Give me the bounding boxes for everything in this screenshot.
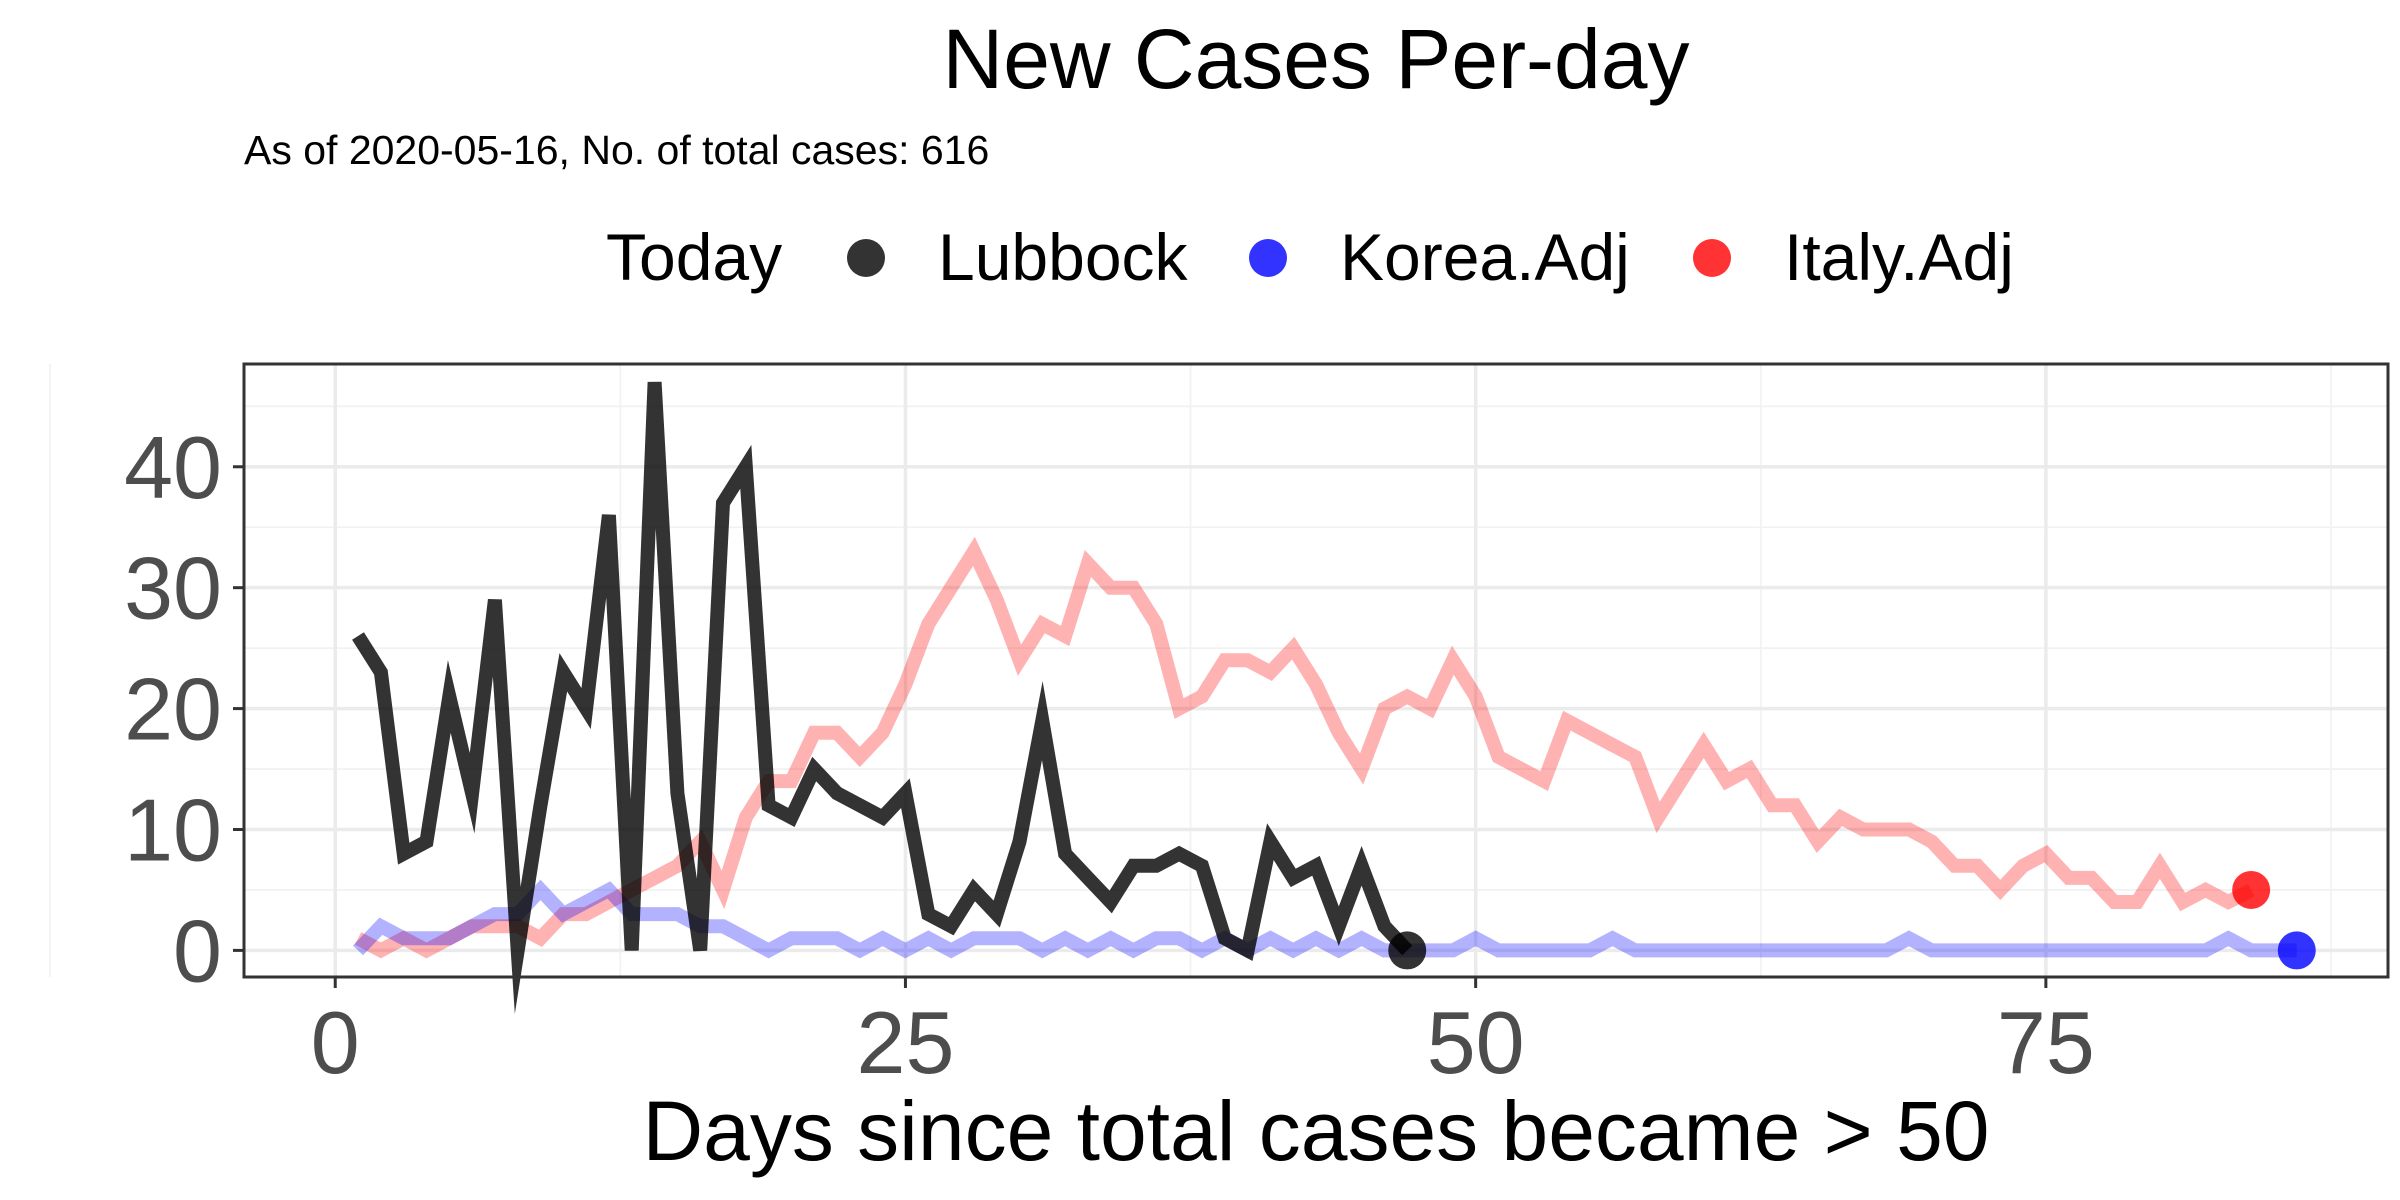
today-points [1388,870,2316,970]
y-tick-label: 0 [173,901,222,1000]
legend-title: Today [606,220,782,294]
y-tick-label: 30 [124,539,222,638]
x-tick-label: 0 [311,993,360,1092]
today-point-italy-adj [2232,870,2271,909]
series-layer [352,381,2297,1014]
x-tick-label: 25 [857,993,955,1092]
panel-border [242,362,2390,979]
legend-label-italy: Italy.Adj [1784,220,2014,294]
series-line-lubbock [352,381,1413,1014]
legend-key-korea [1249,239,1287,277]
y-tick-label: 20 [124,660,222,759]
axes: 0 10 20 30 40 0 25 50 75 [124,418,2095,1092]
series-line-korea-adj [352,879,2297,959]
chart-subtitle: As of 2020-05-16, No. of total cases: 61… [244,127,989,173]
legend-key-lubbock [847,239,885,277]
legend-key-italy [1693,239,1731,277]
grid [49,364,2388,977]
today-point-lubbock [1388,931,1427,970]
x-tick-label: 50 [1427,993,1525,1092]
legend-label-lubbock: Lubbock [938,220,1189,294]
chart-title: New Cases Per-day [943,12,1690,106]
y-tick-label: 40 [124,418,222,517]
y-tick-label: 10 [124,780,222,879]
today-point-korea-adj [2277,931,2316,970]
legend-label-korea: Korea.Adj [1340,220,1630,294]
x-axis-title: Days since total cases became > 50 [642,1084,1989,1178]
series-line-italy-adj [354,536,2255,959]
legend: Today Lubbock Korea.Adj Italy.Adj [606,220,2014,294]
x-tick-label: 75 [1997,993,2095,1092]
